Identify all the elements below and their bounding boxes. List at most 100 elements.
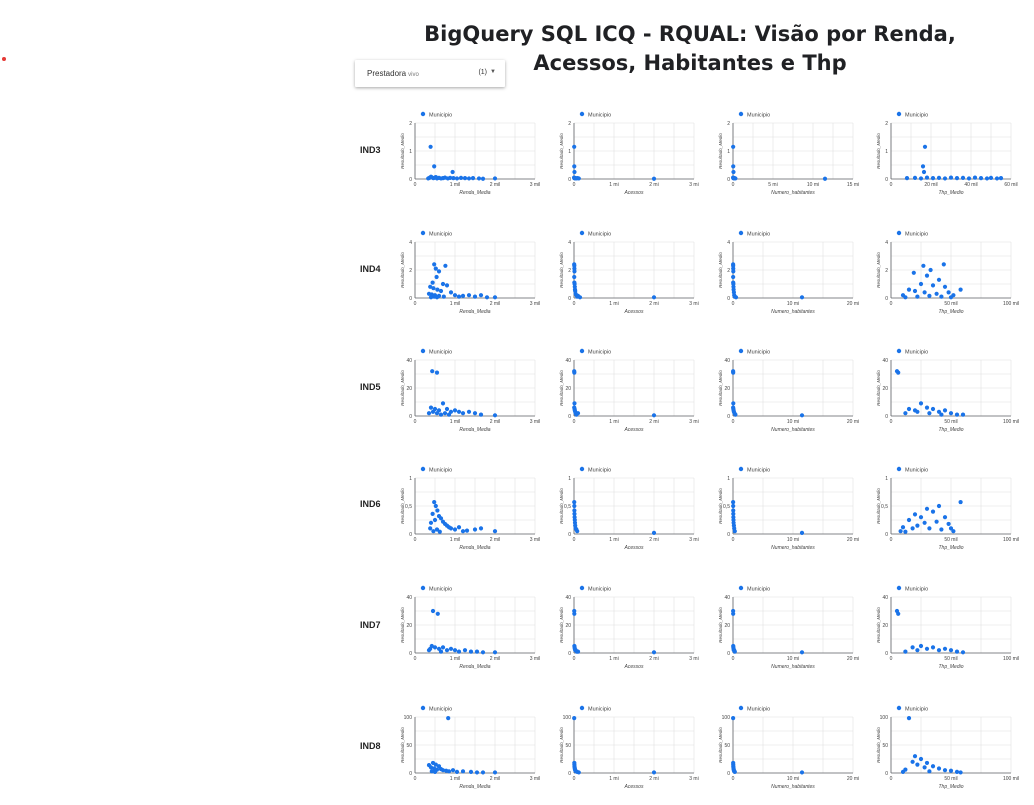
x-tick-label: 0 bbox=[890, 776, 893, 782]
legend-label: Municipio bbox=[747, 707, 770, 713]
data-point bbox=[915, 294, 920, 299]
data-point bbox=[572, 370, 577, 375]
data-point bbox=[930, 509, 936, 514]
x-axis-title: Renda_Media bbox=[459, 190, 490, 196]
y-tick-label: 4 bbox=[568, 240, 571, 246]
x-tick-label: 1 mil bbox=[450, 776, 461, 782]
data-point bbox=[948, 295, 954, 300]
legend-label: Municipio bbox=[905, 707, 928, 713]
x-tick-label: 50 mil bbox=[944, 301, 957, 307]
legend-label: Municipio bbox=[747, 468, 770, 474]
row-label-ind3: IND3 bbox=[360, 145, 381, 155]
data-point bbox=[464, 528, 470, 533]
data-point bbox=[444, 648, 450, 653]
x-axis-title: Acessos bbox=[624, 309, 644, 315]
x-axis-title: Renda_Media bbox=[459, 545, 490, 551]
x-tick-label: 0 bbox=[732, 301, 735, 307]
y-tick-label: 0 bbox=[885, 651, 888, 657]
prestadora-filter-control[interactable]: Prestadora vivo (1) ▼ bbox=[355, 60, 505, 87]
row-label-ind8: IND8 bbox=[360, 741, 381, 751]
x-tick-label: 20 mi bbox=[847, 656, 859, 662]
scatter-chart-ind4-thp-medio: Municipio 0 50 mil 100 mil 0 2 4 Thp_Medio Resul… bbox=[876, 230, 1019, 315]
x-tick-label: 0 bbox=[890, 537, 893, 543]
y-tick-label: 0 bbox=[409, 177, 412, 183]
x-tick-label: 3 mi bbox=[689, 776, 698, 782]
y-tick-label: 0,5 bbox=[405, 504, 412, 510]
y-axis-title: Resultado_Medio bbox=[559, 370, 564, 406]
legend-marker bbox=[420, 230, 426, 236]
data-point bbox=[939, 412, 944, 417]
legend-marker bbox=[738, 466, 744, 472]
x-tick-label: 2 mi bbox=[649, 301, 658, 307]
x-tick-label: 60 mil bbox=[1004, 182, 1017, 188]
data-point bbox=[912, 754, 918, 759]
data-point bbox=[918, 756, 924, 762]
data-point bbox=[903, 649, 908, 654]
y-tick-label: 40 bbox=[724, 358, 730, 364]
x-tick-label: 10 mi bbox=[787, 537, 799, 543]
y-tick-label: 0 bbox=[568, 651, 571, 657]
data-point bbox=[918, 281, 924, 287]
legend-label: Municipio bbox=[747, 587, 770, 593]
data-point bbox=[432, 645, 438, 650]
data-point bbox=[942, 646, 948, 651]
x-tick-label: 0 bbox=[890, 301, 893, 307]
data-point bbox=[466, 293, 472, 298]
x-tick-label: 1 mil bbox=[450, 301, 461, 307]
data-point bbox=[433, 174, 438, 180]
x-tick-label: 20 mi bbox=[847, 419, 859, 425]
data-point bbox=[951, 529, 956, 534]
data-point bbox=[480, 650, 486, 655]
y-tick-label: 1 bbox=[885, 476, 888, 482]
data-point bbox=[428, 520, 434, 525]
x-tick-label: 2 mi bbox=[649, 776, 658, 782]
data-point bbox=[731, 370, 736, 375]
y-tick-label: 1 bbox=[409, 149, 412, 155]
data-point bbox=[941, 262, 946, 267]
data-point bbox=[484, 295, 490, 300]
legend-marker bbox=[579, 705, 585, 711]
legend-marker bbox=[896, 466, 902, 472]
legend-label: Municipio bbox=[588, 468, 611, 474]
x-tick-label: 20 mi bbox=[847, 301, 859, 307]
y-tick-label: 0 bbox=[568, 532, 571, 538]
data-point bbox=[731, 401, 736, 406]
data-point bbox=[731, 508, 736, 513]
y-tick-label: 1 bbox=[727, 149, 730, 155]
x-axis-title: Acessos bbox=[624, 190, 644, 196]
x-tick-label: 0 bbox=[414, 537, 417, 543]
data-point bbox=[478, 526, 484, 531]
data-point bbox=[572, 499, 577, 505]
y-tick-label: 40 bbox=[406, 358, 412, 364]
x-tick-label: 2 mi bbox=[649, 656, 658, 662]
x-tick-label: 2 mi bbox=[649, 537, 658, 543]
y-tick-label: 100 bbox=[880, 715, 889, 721]
x-axis-title: Thp_Medio bbox=[938, 309, 963, 315]
data-point bbox=[903, 295, 908, 300]
data-point bbox=[432, 517, 438, 523]
row-label-ind7: IND7 bbox=[360, 620, 381, 630]
data-point bbox=[577, 295, 583, 300]
data-point bbox=[428, 295, 434, 300]
legend-marker bbox=[579, 348, 585, 354]
data-point bbox=[430, 608, 436, 614]
data-point bbox=[572, 169, 577, 175]
legend-marker bbox=[738, 705, 744, 711]
y-tick-label: 2 bbox=[409, 268, 412, 274]
y-tick-label: 20 bbox=[406, 386, 412, 392]
data-point bbox=[430, 369, 435, 374]
data-point bbox=[924, 760, 930, 766]
data-point bbox=[437, 529, 442, 534]
x-axis-title: Numero_habitantes bbox=[771, 664, 815, 670]
data-point bbox=[576, 770, 581, 775]
legend-label: Municipio bbox=[905, 587, 928, 593]
data-point bbox=[572, 611, 577, 616]
legend-marker bbox=[896, 230, 902, 236]
legend-label: Municipio bbox=[905, 232, 928, 238]
data-point bbox=[428, 284, 433, 289]
data-point bbox=[822, 176, 828, 181]
x-tick-label: 3 mi bbox=[689, 537, 698, 543]
data-point bbox=[934, 291, 939, 296]
legend-label: Municipio bbox=[429, 232, 452, 238]
data-point bbox=[474, 770, 480, 775]
